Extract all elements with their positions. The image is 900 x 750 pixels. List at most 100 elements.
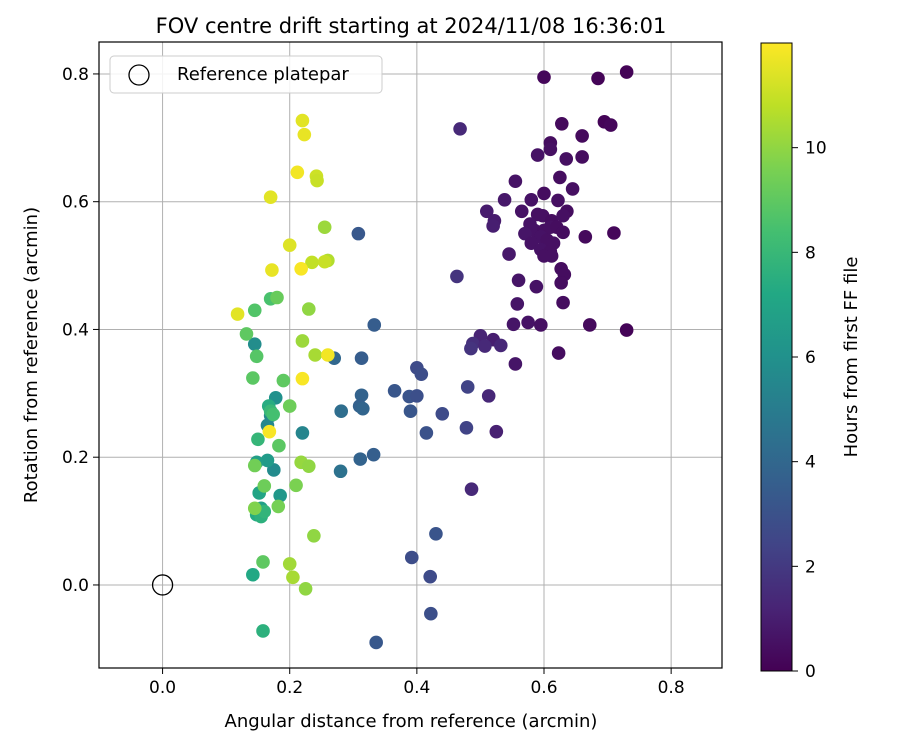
data-point	[265, 263, 279, 277]
y-tick-label: 0.2	[62, 448, 89, 468]
x-tick-label: 0.4	[403, 678, 430, 698]
data-point	[575, 129, 589, 143]
data-point	[301, 459, 316, 473]
data-point	[262, 424, 277, 439]
data-point	[497, 192, 512, 207]
data-point	[553, 170, 567, 185]
data-point	[272, 438, 286, 453]
data-point	[555, 116, 569, 131]
data-point	[301, 302, 316, 316]
data-point	[260, 453, 275, 468]
x-tick-label: 0.0	[149, 678, 176, 698]
data-point	[551, 346, 566, 360]
data-point	[486, 219, 500, 233]
data-point	[506, 317, 521, 332]
data-point	[464, 341, 478, 356]
y-axis-label: Rotation from reference (arcmin)	[21, 207, 42, 503]
y-tick-label: 0.4	[62, 320, 89, 340]
data-point	[276, 373, 291, 388]
data-point	[530, 148, 545, 162]
data-point	[559, 152, 574, 166]
data-point	[429, 527, 443, 541]
data-point	[414, 367, 429, 381]
colorbar-label: Hours from first FF file	[841, 257, 862, 458]
data-point	[460, 380, 475, 394]
data-point	[603, 118, 618, 132]
data-point	[556, 295, 570, 310]
data-point	[251, 432, 265, 447]
data-point	[575, 150, 589, 164]
data-point	[290, 165, 305, 180]
y-tick-label: 0.6	[62, 193, 89, 213]
colorbar-tick-label: 4	[805, 453, 816, 473]
data-point	[450, 269, 464, 284]
data-point	[489, 424, 504, 439]
x-tick-label: 0.6	[530, 678, 557, 698]
data-point	[508, 174, 523, 189]
data-point	[556, 225, 570, 240]
data-point	[267, 463, 281, 477]
data-point	[537, 186, 551, 201]
data-point	[354, 351, 369, 365]
y-axis-ticks: 0.0 0.2 0.4 0.6 0.8	[62, 65, 99, 596]
data-point	[295, 113, 310, 128]
data-point	[273, 488, 287, 503]
colorbar-ticks: 0 2 4 6 8 10	[792, 139, 827, 682]
data-point	[257, 479, 272, 493]
chart-title: FOV centre drift starting at 2024/11/08 …	[156, 14, 667, 38]
data-point	[307, 528, 321, 543]
data-point	[607, 226, 621, 240]
data-point	[310, 173, 324, 188]
data-point	[521, 315, 535, 330]
data-point	[317, 220, 332, 235]
colorbar: 0 2 4 6 8 10 Hours from first FF file	[760, 42, 862, 682]
data-point	[423, 569, 438, 584]
data-point	[524, 236, 539, 251]
data-point	[544, 249, 559, 263]
data-point	[247, 501, 262, 516]
data-point	[353, 452, 368, 466]
data-point	[367, 318, 382, 332]
data-point	[424, 606, 438, 621]
data-point	[294, 261, 308, 276]
data-point	[369, 635, 383, 650]
data-point	[582, 318, 597, 332]
legend-entry-label: Reference platepar	[177, 64, 349, 85]
y-tick-label: 0.0	[62, 576, 89, 596]
data-point	[537, 70, 551, 84]
data-point	[619, 323, 634, 337]
data-point	[354, 388, 369, 403]
data-point	[295, 334, 310, 348]
data-point	[419, 426, 434, 440]
plot-frame	[98, 41, 723, 669]
data-point	[239, 327, 254, 341]
data-point	[524, 192, 539, 207]
data-point	[289, 478, 303, 493]
data-point	[619, 65, 634, 79]
colorbar-tick-label: 6	[805, 348, 816, 368]
x-axis-label: Angular distance from reference (arcmin)	[225, 711, 598, 732]
data-point	[247, 337, 262, 351]
data-point	[317, 254, 332, 269]
data-point	[510, 297, 525, 311]
colorbar-tick-label: 0	[805, 662, 816, 682]
data-points	[230, 65, 634, 650]
legend-box	[109, 55, 383, 94]
data-point	[351, 226, 366, 241]
data-point	[298, 581, 313, 596]
data-point	[247, 458, 262, 473]
data-point	[334, 404, 349, 419]
data-point	[508, 357, 523, 371]
data-point	[270, 290, 284, 305]
data-point	[478, 339, 492, 353]
data-point	[591, 71, 605, 86]
data-point	[435, 406, 450, 421]
data-point	[502, 247, 516, 261]
data-point	[266, 407, 280, 422]
colorbar-tick-label: 2	[805, 557, 816, 577]
legend: Reference platepar	[109, 55, 383, 94]
data-point	[271, 499, 286, 514]
data-point	[256, 555, 270, 569]
data-point	[263, 190, 278, 205]
